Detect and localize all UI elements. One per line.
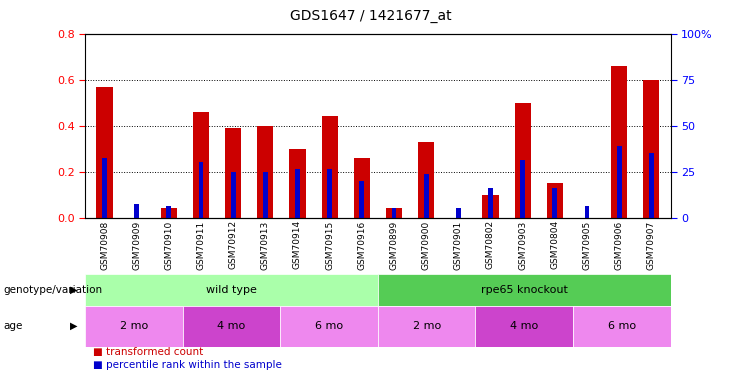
Bar [183, 306, 280, 347]
Bar [573, 306, 671, 347]
Bar [476, 306, 573, 347]
Bar [161, 209, 177, 218]
Bar [418, 142, 434, 218]
Bar [85, 274, 378, 306]
Text: GSM70913: GSM70913 [261, 220, 270, 270]
Bar [424, 174, 428, 217]
Bar [643, 80, 659, 218]
Bar [514, 103, 531, 218]
Text: GSM70900: GSM70900 [422, 220, 431, 270]
Text: GSM70907: GSM70907 [647, 220, 656, 270]
Text: GSM70804: GSM70804 [551, 220, 559, 269]
Bar [290, 148, 305, 217]
Bar [456, 209, 461, 218]
Text: GSM70915: GSM70915 [325, 220, 334, 270]
Bar [328, 169, 332, 217]
Text: 4 mo: 4 mo [510, 321, 539, 331]
Text: GSM70911: GSM70911 [196, 220, 205, 270]
Text: GSM70908: GSM70908 [100, 220, 109, 270]
Bar [295, 169, 300, 217]
Bar [617, 146, 622, 218]
Text: rpe65 knockout: rpe65 knockout [481, 285, 568, 295]
Text: 6 mo: 6 mo [608, 321, 636, 331]
Text: GSM70903: GSM70903 [518, 220, 527, 270]
Bar [322, 116, 338, 218]
Bar [230, 172, 236, 217]
Bar [85, 306, 183, 347]
Bar [359, 181, 365, 218]
Text: GSM70910: GSM70910 [165, 220, 173, 270]
Text: GDS1647 / 1421677_at: GDS1647 / 1421677_at [290, 9, 451, 23]
Text: GSM70905: GSM70905 [582, 220, 591, 270]
Bar [102, 158, 107, 218]
Bar [378, 306, 476, 347]
Bar [257, 126, 273, 218]
Text: GSM70909: GSM70909 [132, 220, 142, 270]
Bar [225, 128, 242, 218]
Text: 6 mo: 6 mo [315, 321, 343, 331]
Bar [378, 274, 671, 306]
Text: age: age [4, 321, 23, 331]
Bar [520, 160, 525, 218]
Text: GSM70802: GSM70802 [486, 220, 495, 269]
Bar [649, 153, 654, 218]
Text: genotype/variation: genotype/variation [4, 285, 103, 295]
Bar [96, 87, 113, 218]
Bar [482, 195, 499, 217]
Text: ■ percentile rank within the sample: ■ percentile rank within the sample [93, 360, 282, 370]
Bar [611, 66, 627, 218]
Bar [488, 188, 493, 218]
Text: GSM70914: GSM70914 [293, 220, 302, 269]
Bar [547, 183, 563, 218]
Text: ▶: ▶ [70, 321, 78, 331]
Text: ■ transformed count: ■ transformed count [93, 346, 203, 357]
Text: GSM70916: GSM70916 [357, 220, 366, 270]
Text: 2 mo: 2 mo [120, 321, 148, 331]
Bar [391, 209, 396, 218]
Bar [386, 209, 402, 218]
Text: 4 mo: 4 mo [217, 321, 246, 331]
Bar [585, 206, 589, 218]
Bar [263, 172, 268, 217]
Text: GSM70906: GSM70906 [614, 220, 624, 270]
Text: 2 mo: 2 mo [413, 321, 441, 331]
Text: GSM70901: GSM70901 [453, 220, 463, 270]
Bar [552, 188, 557, 218]
Bar [280, 306, 378, 347]
Bar [167, 206, 171, 218]
Text: GSM70899: GSM70899 [390, 220, 399, 270]
Text: GSM70912: GSM70912 [229, 220, 238, 269]
Bar [353, 158, 370, 218]
Bar [193, 112, 209, 218]
Bar [134, 204, 139, 218]
Text: wild type: wild type [206, 285, 257, 295]
Text: ▶: ▶ [70, 285, 78, 295]
Bar [199, 162, 204, 218]
